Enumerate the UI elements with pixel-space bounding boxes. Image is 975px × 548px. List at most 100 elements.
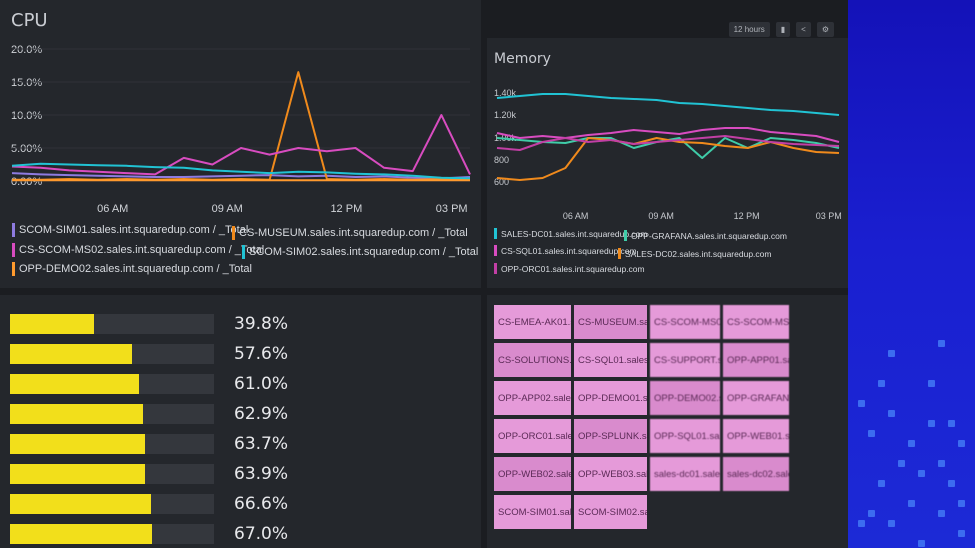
legend-swatch bbox=[12, 262, 15, 276]
decorative-pixel bbox=[938, 510, 945, 517]
bar-fill bbox=[10, 524, 152, 544]
heatmap-cell[interactable]: sales-dc02.sales.int bbox=[723, 457, 789, 491]
memory-legend-item[interactable]: SALES-DC01.sales.int.squaredup.com bbox=[494, 228, 647, 239]
legend-label: SALES-DC01.sales.int.squaredup.com bbox=[501, 228, 648, 239]
y-tick-label: 20.0% bbox=[11, 44, 42, 56]
memory-legend-item[interactable]: CS-SQL01.sales.int.squaredup.com bbox=[494, 245, 637, 256]
decorative-background bbox=[848, 0, 975, 548]
decorative-pixel bbox=[948, 480, 955, 487]
heatmap-cell[interactable]: CS-SCOM-MS02.sal bbox=[723, 305, 789, 339]
dashboard-toolbar: 12 hours ▮ < ⚙ bbox=[728, 22, 834, 37]
heatmap-cell[interactable]: OPP-GRAFANA.sales bbox=[723, 381, 789, 415]
y-tick-label: 600 bbox=[494, 177, 509, 187]
heatmap-cell[interactable]: OPP-WEB03.sales.in bbox=[574, 457, 647, 491]
decorative-pixel bbox=[928, 420, 935, 427]
decorative-pixel bbox=[958, 530, 965, 537]
heatmap-cell[interactable]: OPP-WEB02.sales.in bbox=[494, 457, 571, 491]
cpu-legend: SCOM-SIM01.sales.int.squaredup.com / _To… bbox=[0, 0, 481, 288]
x-tick-label: 06 AM bbox=[97, 203, 128, 215]
heatmap-cell[interactable]: SCOM-SIM02.sales.i bbox=[574, 495, 647, 529]
decorative-pixel bbox=[868, 430, 875, 437]
legend-label: OPP-ORC01.sales.int.squaredup.com bbox=[501, 263, 645, 274]
heatmap-cell[interactable]: CS-SQL01.sales.int.s bbox=[574, 343, 647, 377]
decorative-pixel bbox=[908, 500, 915, 507]
heatmap-cell[interactable]: SCOM-SIM01.sales.i bbox=[494, 495, 571, 529]
heatmap-cell[interactable]: sales-dc01.sales.int bbox=[650, 457, 720, 491]
bar-value: 63.7% bbox=[234, 434, 289, 454]
legend-swatch bbox=[12, 223, 15, 237]
heatmap-cell[interactable]: OPP-SPLUNK.sales.i bbox=[574, 419, 647, 453]
bar-fill bbox=[10, 344, 132, 364]
series-line bbox=[11, 172, 471, 180]
decorative-pixel bbox=[878, 380, 885, 387]
decorative-pixel bbox=[958, 500, 965, 507]
decorative-pixel bbox=[918, 540, 925, 547]
heatmap-cell[interactable]: OPP-WEB01.sales.in bbox=[723, 419, 789, 453]
memory-legend-item[interactable]: OPP-GRAFANA.sales.int.squaredup.com bbox=[624, 230, 787, 241]
bar-value: 57.6% bbox=[234, 344, 289, 364]
cpu-title: CPU bbox=[11, 10, 48, 31]
share-icon[interactable]: < bbox=[796, 22, 811, 37]
bar-value: 39.8% bbox=[234, 314, 289, 334]
heatmap-cell[interactable]: OPP-SQL01.sales.int bbox=[650, 419, 720, 453]
heatmap-cell[interactable]: OPP-DEMO02.sales. bbox=[650, 381, 720, 415]
decorative-pixel bbox=[878, 480, 885, 487]
settings-icon[interactable]: ⚙ bbox=[816, 22, 834, 37]
heatmap-cell[interactable]: OPP-APP02.sales.int bbox=[494, 381, 571, 415]
bar-fill bbox=[10, 404, 143, 424]
heatmap-cell[interactable]: CS-EMEA-AK01.sale bbox=[494, 305, 571, 339]
decorative-pixel bbox=[928, 380, 935, 387]
series-line bbox=[496, 127, 840, 143]
y-tick-label: 1.20k bbox=[494, 110, 517, 120]
series-line bbox=[496, 135, 840, 151]
bar-value: 63.9% bbox=[234, 464, 289, 484]
decorative-pixel bbox=[908, 440, 915, 447]
dashboard: 12 hours ▮ < ⚙ CPU 20.0% 15.0% 10.0% 5.00% 0… bbox=[0, 0, 848, 548]
bar-fill bbox=[10, 314, 94, 334]
heatmap-cell[interactable]: CS-MUSEUM.sales.i bbox=[574, 305, 647, 339]
decorative-pixel bbox=[858, 520, 865, 527]
cpu-bar-tile: 39.8% 57.6% 61.0% 62.9% 63.7% 63.9% 66.6… bbox=[0, 295, 481, 548]
memory-legend-item[interactable]: OPP-ORC01.sales.int.squaredup.com bbox=[494, 263, 645, 274]
y-tick-label: 800 bbox=[494, 155, 509, 165]
decorative-pixel bbox=[958, 440, 965, 447]
y-tick-label: 5.00% bbox=[11, 143, 42, 155]
decorative-pixel bbox=[888, 350, 895, 357]
heatmap-cell[interactable]: CS-SUPPORT.sales.i bbox=[650, 343, 720, 377]
legend-swatch bbox=[494, 228, 497, 239]
legend-swatch bbox=[618, 248, 621, 259]
heatmap-cell[interactable]: OPP-APP01.sales.int bbox=[723, 343, 789, 377]
cpu-legend-item[interactable]: OPP-DEMO02.sales.int.squaredup.com / _To… bbox=[12, 262, 252, 276]
legend-label: CS-MUSEUM.sales.int.squaredup.com / _Tot… bbox=[239, 227, 468, 239]
legend-label: CS-SQL01.sales.int.squaredup.com bbox=[501, 245, 637, 256]
heatmap-cell[interactable]: CS-SOLUTIONS.sale bbox=[494, 343, 571, 377]
x-tick-label: 09 AM bbox=[212, 203, 243, 215]
timeframe-button[interactable]: 12 hours bbox=[728, 22, 770, 37]
x-tick-label: 12 PM bbox=[330, 203, 362, 215]
bar-value: 62.9% bbox=[234, 404, 289, 424]
bar-value: 66.6% bbox=[234, 494, 289, 514]
heatmap-cell[interactable]: OPP-ORC01.sales.in bbox=[494, 419, 571, 453]
y-tick-label: 10.0% bbox=[11, 110, 42, 122]
decorative-pixel bbox=[888, 520, 895, 527]
decorative-pixel bbox=[858, 400, 865, 407]
cpu-legend-item[interactable]: SCOM-SIM02.sales.int.squaredup.com / _To… bbox=[242, 245, 478, 259]
series-line bbox=[496, 93, 840, 116]
series-line bbox=[11, 114, 471, 176]
save-icon[interactable]: ▮ bbox=[775, 22, 791, 37]
y-tick-label: 1.40k bbox=[494, 88, 517, 98]
series-line bbox=[11, 162, 471, 180]
memory-legend-item[interactable]: SALES-DC02.sales.int.squaredup.com bbox=[618, 248, 771, 259]
cpu-legend-item[interactable]: CS-SCOM-MS02.sales.int.squaredup.com / _… bbox=[12, 243, 264, 257]
legend-label: SALES-DC02.sales.int.squaredup.com bbox=[625, 248, 772, 259]
x-tick-label: 12 PM bbox=[734, 211, 760, 221]
legend-label: CS-SCOM-MS02.sales.int.squaredup.com / _… bbox=[19, 244, 265, 256]
x-tick-label: 09 AM bbox=[648, 211, 674, 221]
heatmap-cell[interactable]: OPP-DEMO01.sales. bbox=[574, 381, 647, 415]
cpu-legend-item[interactable]: CS-MUSEUM.sales.int.squaredup.com / _Tot… bbox=[232, 226, 468, 240]
legend-swatch bbox=[494, 263, 497, 274]
decorative-pixel bbox=[918, 470, 925, 477]
cpu-legend-item[interactable]: SCOM-SIM01.sales.int.squaredup.com / _To… bbox=[12, 223, 248, 237]
heatmap-cell[interactable]: CS-SCOM-MS01.sal bbox=[650, 305, 720, 339]
